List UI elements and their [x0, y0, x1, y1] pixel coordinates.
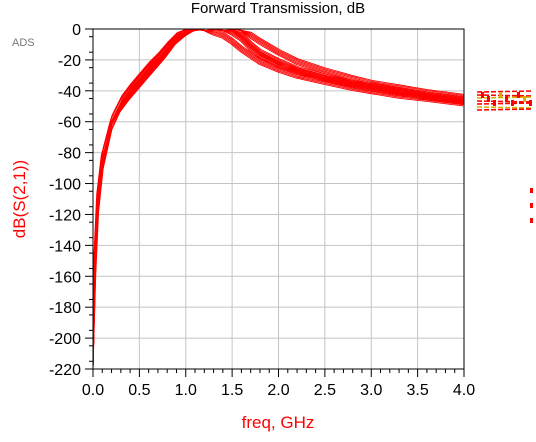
trace-marker-square	[511, 100, 514, 106]
x-axis-ticks: 0.0 0.5 1.0 1.5 2.0 2.5 3.0 3.5 4.0	[82, 369, 475, 399]
y-tick-label: -160	[49, 269, 81, 286]
trace-marker-square	[530, 188, 533, 193]
y-tick-label: -40	[58, 84, 81, 101]
y-tick-label: -20	[58, 53, 81, 70]
x-tick-label: 4.0	[453, 382, 475, 399]
y-tick-label: -140	[49, 238, 81, 255]
trace-marker-square	[481, 92, 484, 98]
trace-marker-square	[493, 100, 496, 106]
y-tick-label: -60	[58, 115, 81, 132]
y-tick-label: -100	[49, 177, 81, 194]
trace-marker-square	[487, 96, 490, 102]
y-tick-label: -80	[58, 146, 81, 163]
ads-badge: ADS	[12, 37, 35, 49]
trace-marker-line	[476, 106, 534, 109]
x-tick-label: 2.5	[314, 382, 336, 399]
trace-marker-line	[476, 90, 534, 93]
y-tick-label: 0	[72, 22, 81, 39]
x-axis-label: freq, GHz	[242, 413, 315, 432]
x-tick-label: 3.0	[360, 382, 382, 399]
trace-marker-square	[530, 203, 533, 208]
plot-frame	[92, 28, 465, 370]
trace-marker-line	[476, 108, 534, 111]
trace-marker-square	[517, 92, 520, 98]
trace-markers	[476, 90, 534, 223]
x-tick-label: 2.0	[267, 382, 289, 399]
y-tick-label: -120	[49, 207, 81, 224]
trace-marker-square	[505, 96, 508, 102]
trace-marker-square	[529, 100, 532, 106]
x-tick-label: 0.0	[82, 382, 104, 399]
y-axis-label: dB(S(2,1))	[10, 160, 29, 238]
y-tick-label: -200	[49, 331, 81, 348]
x-tick-label: 0.5	[128, 382, 150, 399]
trace-marker-line	[476, 102, 534, 105]
trace-marker-square	[499, 92, 502, 98]
y-tick-label: -180	[49, 300, 81, 317]
grid	[93, 29, 464, 369]
chart-title: Forward Transmission, dB	[191, 0, 365, 17]
y-tick-label: -220	[49, 362, 81, 379]
trace-marker-line	[476, 94, 534, 97]
x-tick-label: 1.0	[175, 382, 197, 399]
x-tick-label: 3.5	[407, 382, 429, 399]
x-tick-label: 1.5	[221, 382, 243, 399]
trace-marker-square	[530, 218, 533, 223]
trace-marker-square	[523, 96, 526, 102]
y-axis-ticks: 0 -20 -40 -60 -80 -100 -120 -140 -160 -180 -200 -22…	[49, 22, 93, 379]
